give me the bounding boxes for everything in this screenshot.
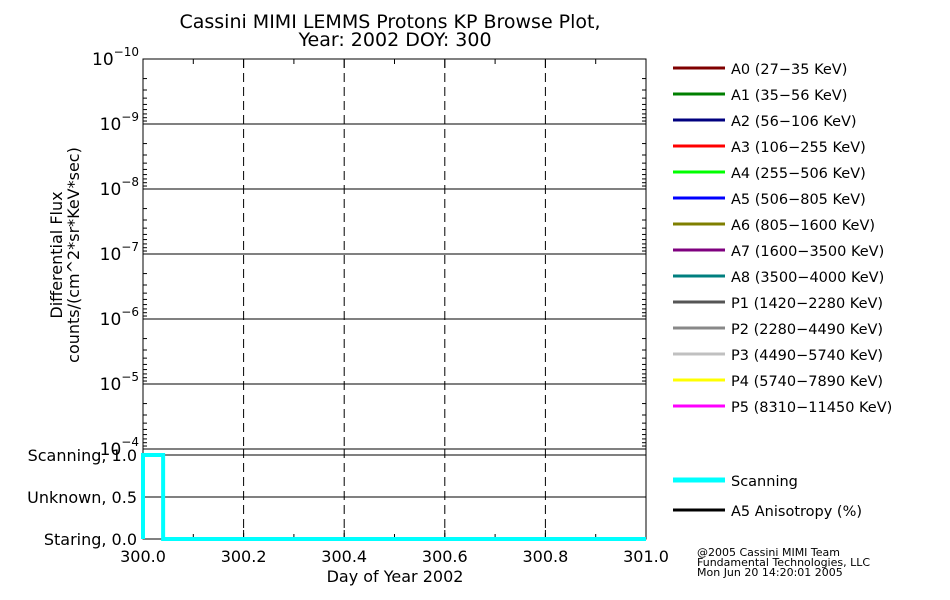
y-tick-exponent: −8 <box>121 175 139 189</box>
legend-label: A8 (3500−4000 KeV) <box>731 270 884 286</box>
legend-label: P2 (2280−4490 KeV) <box>731 322 883 338</box>
credit-line-1: @2005 Cassini MIMI Team <box>697 546 840 559</box>
legend-label: A0 (27−35 KeV) <box>731 62 847 78</box>
legend-label: P4 (5740−7890 KeV) <box>731 374 883 390</box>
legend-label: A7 (1600−3500 KeV) <box>731 244 884 260</box>
y-tick-base: 10 <box>92 50 114 70</box>
y-tick-label: 10−10 <box>92 45 139 70</box>
y-tick-exponent: −7 <box>121 240 139 254</box>
y-axis-label-line1: Differential Flux <box>47 191 66 318</box>
y-tick-base: 10 <box>100 180 122 200</box>
legend-label: A5 (506−805 KeV) <box>731 192 866 208</box>
x-tick-label: 300.2 <box>221 547 267 566</box>
y-tick-label: 10−8 <box>100 175 139 200</box>
y-axis-label-line2: counts/(cm^2*sr*KeV*sec) <box>64 147 83 363</box>
y-tick-label: 10−9 <box>100 110 139 135</box>
y-tick-base: 10 <box>100 245 122 265</box>
y-tick-exponent: −6 <box>121 305 139 319</box>
y-tick-exponent: −9 <box>121 110 139 124</box>
x-tick-label: 300.0 <box>120 547 166 566</box>
x-axis-label: Day of Year 2002 <box>327 567 464 586</box>
y-tick-label: Scanning, 1.0 <box>28 446 137 465</box>
y-tick-label: Unknown, 0.5 <box>27 488 137 507</box>
y-tick-label: Staring, 0.0 <box>44 530 137 549</box>
credit-line-2: Fundamental Technologies, LLC <box>697 556 870 569</box>
flux-legend: A0 (27−35 KeV) A1 (35−56 KeV) A2 (56−106 K… <box>673 62 892 416</box>
legend-label: A6 (805−1600 KeV) <box>731 218 875 234</box>
y-tick-exponent: −10 <box>114 45 139 59</box>
legend-label: A4 (255−506 KeV) <box>731 166 866 182</box>
scan-panel: Staring, 0.0 Unknown, 0.5 Scanning, 1.0 300… <box>27 446 669 566</box>
chart-subtitle: Year: 2002 DOY: 300 <box>297 29 491 51</box>
legend-label: P3 (4490−5740 KeV) <box>731 348 883 364</box>
y-tick-exponent: −4 <box>121 435 139 449</box>
y-tick-base: 10 <box>100 375 122 395</box>
y-tick-base: 10 <box>100 310 122 330</box>
x-tick-label: 300.6 <box>422 547 468 566</box>
legend-label: A3 (106−255 KeV) <box>731 140 866 156</box>
y-tick-label: 10−6 <box>100 305 139 330</box>
series-line-scanning <box>141 453 646 541</box>
legend-label: P1 (1420−2280 KeV) <box>731 296 883 312</box>
credit-line-3: Mon Jun 20 14:20:01 2005 <box>697 566 843 579</box>
x-tick-label: 301.0 <box>623 547 669 566</box>
legend-label: Scanning <box>731 474 798 490</box>
y-tick-label: 10−5 <box>100 370 139 395</box>
scan-panel-frame <box>142 448 647 540</box>
x-tick-label: 300.4 <box>321 547 367 566</box>
x-tick-label: 300.8 <box>522 547 568 566</box>
y-tick-label: 10−7 <box>100 240 139 265</box>
y-tick-exponent: −5 <box>121 370 139 384</box>
y-tick-label: 10−4 <box>100 435 139 460</box>
y-tick-base: 10 <box>100 115 122 135</box>
legend-label: A5 Anisotropy (%) <box>731 504 862 520</box>
chart-title: Cassini MIMI LEMMS Protons KP Browse Plo… <box>179 11 600 33</box>
scan-legend: Scanning A5 Anisotropy (%) <box>673 474 862 520</box>
legend-label: P5 (8310−11450 KeV) <box>731 400 892 416</box>
legend-label: A1 (35−56 KeV) <box>731 88 847 104</box>
legend-label: A2 (56−106 KeV) <box>731 114 857 130</box>
y-tick-base: 10 <box>100 440 122 460</box>
